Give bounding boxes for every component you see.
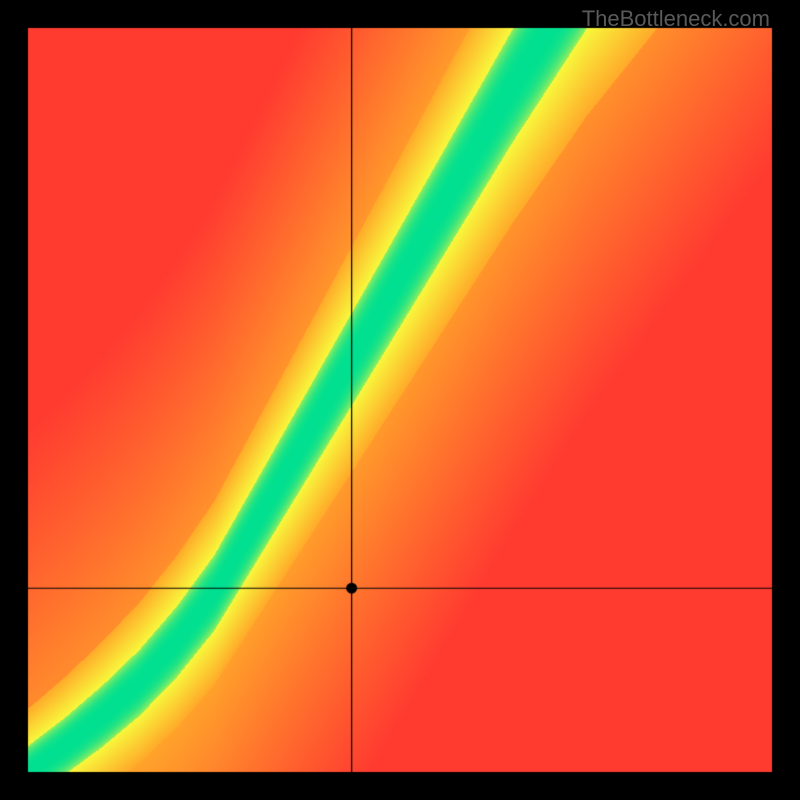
- chart-container: TheBottleneck.com: [0, 0, 800, 800]
- bottleneck-heatmap: [0, 0, 800, 800]
- attribution-text: TheBottleneck.com: [582, 6, 770, 32]
